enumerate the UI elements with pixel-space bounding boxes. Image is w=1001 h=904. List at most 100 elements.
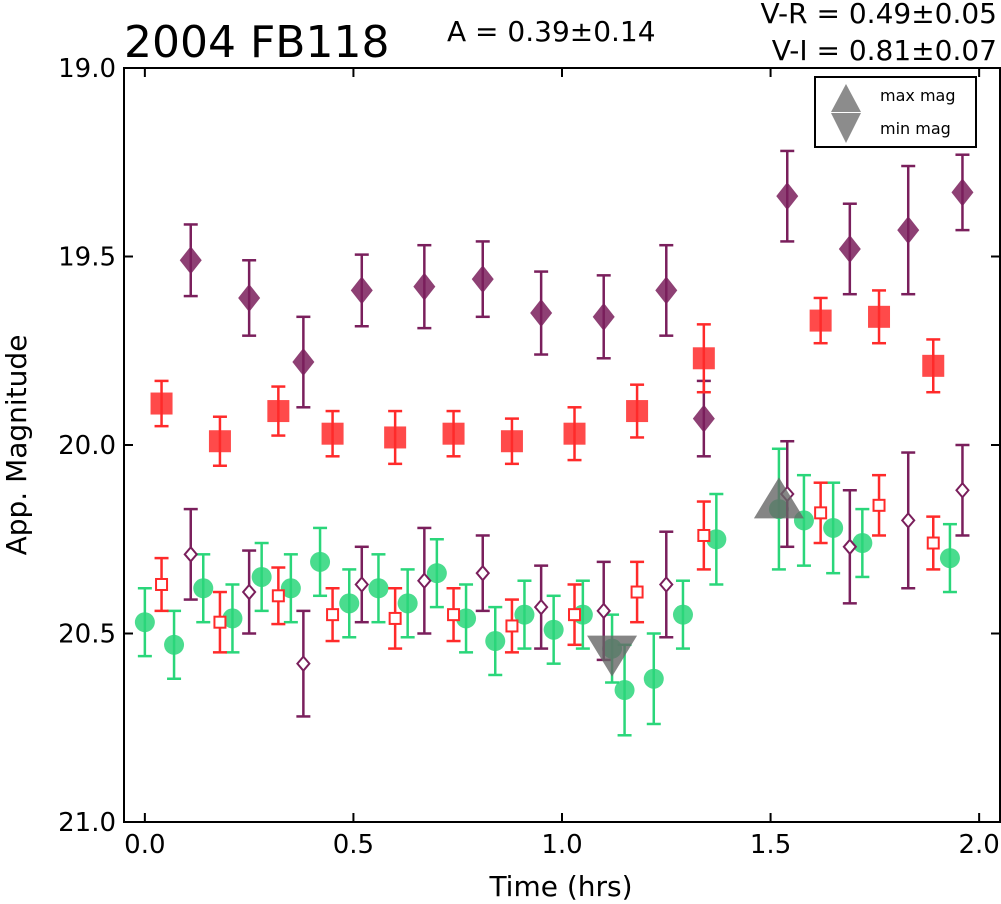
data-point	[706, 529, 727, 550]
color-index-vr: V-R = 0.49±0.05	[761, 0, 997, 30]
y-tick-label: 20.5	[58, 620, 116, 650]
data-point	[514, 604, 535, 625]
data-point	[655, 276, 678, 305]
data-point	[842, 538, 858, 556]
series-diamond-filled	[179, 149, 974, 458]
triangle-down-icon	[831, 113, 861, 143]
color-index-vi: V-I = 0.81±0.07	[772, 34, 997, 67]
data-point	[596, 602, 612, 620]
data-point	[417, 572, 432, 590]
data-point	[354, 575, 370, 594]
data-point	[471, 265, 494, 294]
data-point	[838, 234, 861, 263]
data-point	[563, 422, 586, 445]
data-point	[296, 655, 311, 673]
data-point	[951, 178, 974, 207]
y-tick-label: 19.0	[58, 54, 116, 84]
data-point	[183, 545, 199, 563]
x-tick-label: 0.5	[333, 830, 374, 860]
data-point	[155, 577, 169, 591]
data-point	[442, 422, 465, 445]
data-point	[543, 619, 564, 640]
data-point	[413, 272, 436, 301]
data-point	[271, 589, 285, 603]
data-point	[614, 680, 635, 701]
x-tick-label: 1.0	[541, 830, 582, 860]
y-tick-label: 20.0	[58, 431, 116, 461]
triangle-up-marker	[753, 477, 804, 519]
data-point	[397, 593, 418, 614]
data-point	[241, 583, 257, 601]
legend: max mag min mag	[814, 76, 977, 148]
triangle-down-marker	[587, 635, 638, 677]
series-circle-filled	[134, 447, 960, 737]
data-point	[939, 548, 960, 569]
legend-min-label: min mag	[880, 119, 951, 138]
data-point	[955, 481, 970, 499]
data-point	[505, 619, 519, 633]
series-square-open	[154, 473, 941, 654]
data-point	[193, 578, 214, 599]
chart-title: 2004 FB118	[124, 17, 389, 68]
y-tick-label: 19.5	[58, 243, 116, 273]
data-point	[533, 598, 549, 616]
x-axis-label: Time (hrs)	[488, 870, 632, 903]
data-point	[164, 634, 185, 655]
triangle-up-icon	[831, 84, 861, 112]
data-point	[251, 566, 272, 587]
data-point	[823, 517, 844, 538]
data-point	[310, 551, 331, 572]
data-point	[809, 309, 832, 332]
data-point	[672, 604, 693, 625]
data-point	[426, 563, 447, 584]
x-tick-label: 2.0	[958, 830, 999, 860]
data-point	[388, 611, 402, 625]
data-point	[150, 392, 173, 415]
data-point	[900, 511, 916, 529]
data-point	[368, 578, 389, 599]
data-point	[134, 612, 155, 633]
data-point	[852, 533, 873, 554]
data-point	[926, 536, 940, 550]
x-tick-label: 1.5	[750, 830, 791, 860]
data-point	[568, 608, 582, 622]
data-point	[692, 404, 715, 433]
data-point	[630, 585, 644, 599]
data-point	[456, 608, 477, 629]
data-point	[872, 498, 886, 512]
data-point	[208, 430, 231, 453]
data-point	[280, 578, 301, 599]
y-axis-label: App. Magnitude	[0, 335, 33, 556]
x-tick-label: 0.0	[124, 830, 165, 860]
data-point	[922, 354, 945, 377]
data-point	[868, 305, 891, 328]
data-point	[530, 299, 553, 328]
series-square-filled	[150, 289, 945, 467]
amplitude-label: A = 0.39±0.14	[447, 15, 656, 48]
data-point	[776, 182, 799, 211]
data-point	[697, 528, 711, 542]
data-point	[222, 608, 243, 629]
data-point	[213, 615, 227, 629]
legend-max-label: max mag	[880, 86, 956, 105]
data-point	[485, 631, 506, 652]
y-tick-label: 21.0	[58, 808, 116, 838]
data-point	[658, 575, 674, 594]
data-point	[350, 276, 373, 305]
extrema-markers	[587, 477, 804, 677]
data-point	[626, 400, 649, 423]
data-point	[592, 302, 615, 331]
data-point	[500, 430, 523, 453]
data-point	[326, 608, 340, 622]
data-point	[475, 564, 491, 582]
data-point	[179, 246, 202, 275]
data-point	[897, 216, 920, 245]
data-point	[384, 426, 407, 449]
data-point	[267, 400, 290, 423]
data-point	[238, 283, 261, 312]
data-point	[447, 608, 461, 622]
data-point	[339, 593, 360, 614]
axis-ticks: 0.0 0.5 1.0 1.5 2.0 19.0 19.5 20.0 20.5 21.0	[58, 54, 1000, 860]
